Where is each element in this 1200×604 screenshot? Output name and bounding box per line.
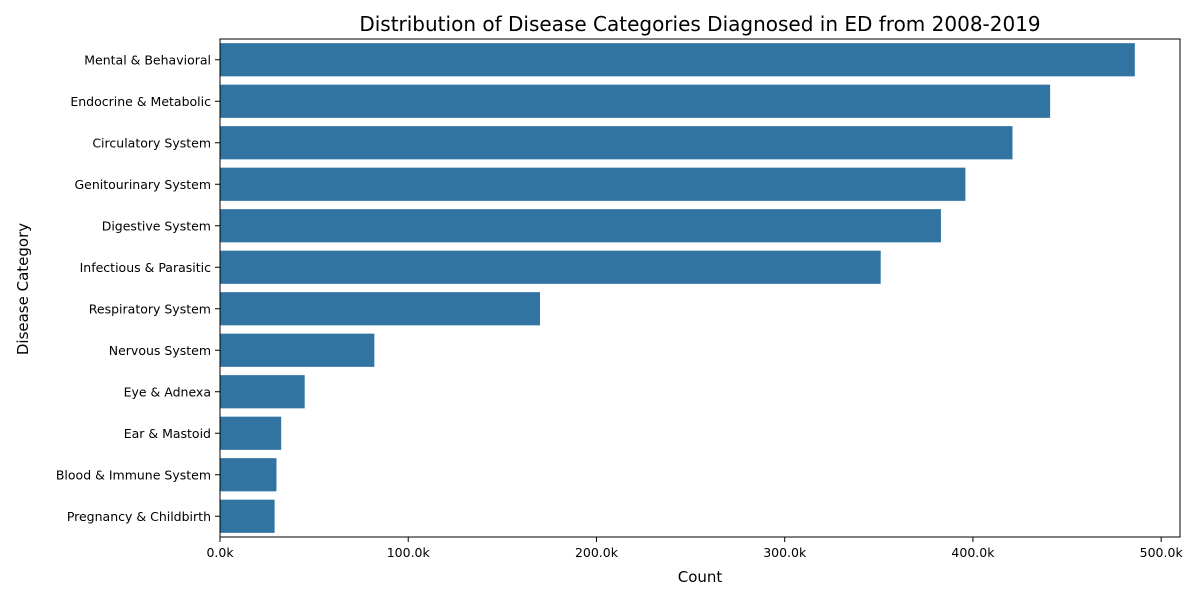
chart-title: Distribution of Disease Categories Diagn… <box>359 12 1040 36</box>
y-tick-label-infectious-and-parasitic: Infectious & Parasitic <box>80 260 212 275</box>
bar-mental-and-behavioral <box>220 43 1135 77</box>
y-axis-label: Disease Category <box>14 223 32 355</box>
y-tick-label-nervous-system: Nervous System <box>109 343 211 358</box>
x-tick-label: 200.0k <box>575 545 619 560</box>
bar-infectious-and-parasitic <box>220 250 881 284</box>
x-tick-label: 300.0k <box>763 545 807 560</box>
y-tick-label-blood-and-immune-system: Blood & Immune System <box>56 467 211 482</box>
x-tick-label: 500.0k <box>1140 545 1184 560</box>
y-tick-label-ear-and-mastoid: Ear & Mastoid <box>124 426 211 441</box>
bar-nervous-system <box>220 333 375 367</box>
y-tick-label-genitourinary-system: Genitourinary System <box>74 177 211 192</box>
bar-digestive-system <box>220 209 941 243</box>
bar-pregnancy-and-childbirth <box>220 499 275 533</box>
bar-ear-and-mastoid <box>220 416 282 450</box>
y-tick-label-mental-and-behavioral: Mental & Behavioral <box>84 52 211 67</box>
bar-blood-and-immune-system <box>220 458 277 492</box>
bar-respiratory-system <box>220 292 540 326</box>
bar-eye-and-adnexa <box>220 375 305 409</box>
y-tick-label-eye-and-adnexa: Eye & Adnexa <box>124 384 211 399</box>
bars-group <box>220 43 1135 533</box>
y-tick-label-respiratory-system: Respiratory System <box>89 301 211 316</box>
y-axis-ticks: Mental & Behavioral Endocrine & Metabolic… <box>56 52 220 524</box>
y-tick-label-pregnancy-and-childbirth: Pregnancy & Childbirth <box>67 509 211 524</box>
x-tick-label: 100.0k <box>387 545 431 560</box>
y-tick-label-endocrine-and-metabolic: Endocrine & Metabolic <box>70 94 211 109</box>
x-axis-label: Count <box>678 568 723 586</box>
bar-circulatory-system <box>220 126 1013 160</box>
x-tick-label: 0.0k <box>206 545 234 560</box>
bar-endocrine-and-metabolic <box>220 84 1051 118</box>
y-tick-label-circulatory-system: Circulatory System <box>92 135 211 150</box>
plot-frame <box>219 38 1181 538</box>
bar-genitourinary-system <box>220 167 966 201</box>
x-axis-ticks: 0.0k 100.0k 200.0k 300.0k 400.0k 500.0k <box>206 537 1183 560</box>
y-tick-label-digestive-system: Digestive System <box>102 218 211 233</box>
x-tick-label: 400.0k <box>951 545 995 560</box>
